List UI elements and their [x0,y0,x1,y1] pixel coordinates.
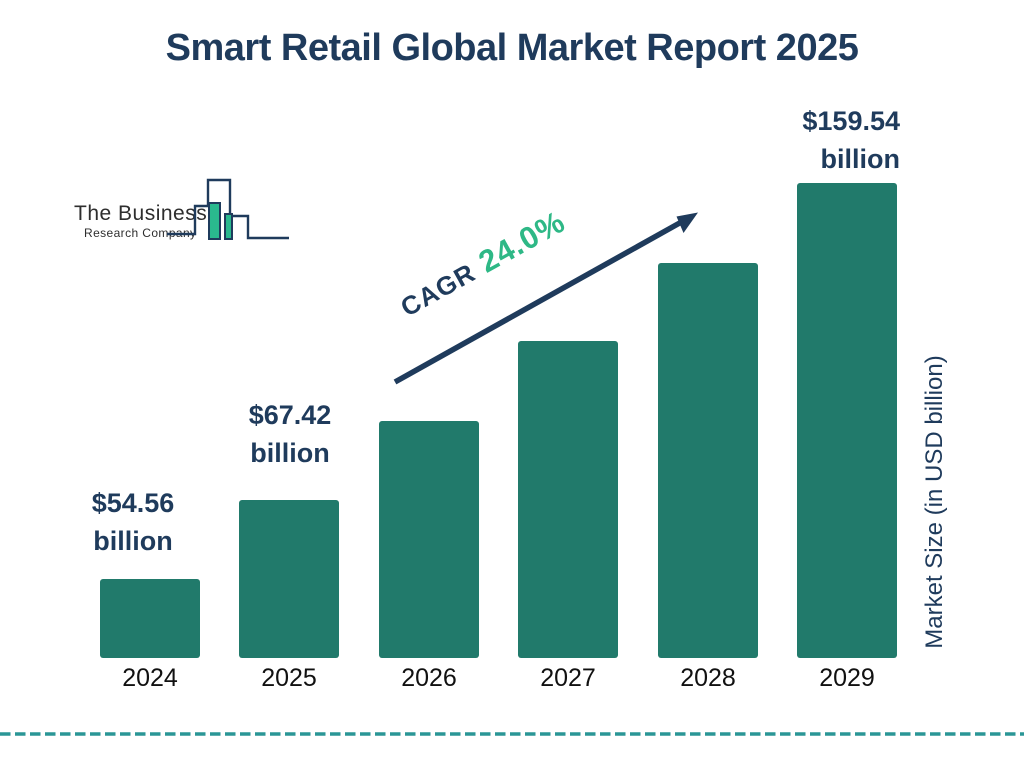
x-tick-2027: 2027 [540,664,596,692]
value-label-2029: $159.54 billion [730,102,900,178]
bar-2028 [658,263,758,658]
logo-bar-chart-icon [167,178,289,240]
value-label-2029-amount: $159.54 [802,106,900,136]
bar-2027 [518,341,618,658]
bar-2025 [239,500,339,658]
logo-text-line2: Research Company [84,226,197,240]
value-label-2024-amount: $54.56 [91,488,175,518]
x-tick-2029: 2029 [819,664,875,692]
logo-text-line1: The Business [74,202,208,225]
growth-arrow-icon [393,212,698,385]
value-label-2025: $67.42 billion [205,396,375,472]
x-tick-2025: 2025 [261,664,317,692]
bottom-dashed-divider [0,732,1024,736]
x-tick-2026: 2026 [401,664,457,692]
bar-2026 [379,421,479,658]
bar-2029 [797,183,897,658]
bar-2024 [100,579,200,658]
value-label-2024-unit: billion [93,526,173,556]
x-tick-2028: 2028 [680,664,736,692]
x-tick-2024: 2024 [122,664,178,692]
y-axis-label: Market Size (in USD billion) [921,355,948,649]
page-title: Smart Retail Global Market Report 2025 [165,27,859,69]
value-label-2029-unit: billion [820,144,900,174]
value-label-2025-unit: billion [250,438,330,468]
value-label-2024: $54.56 billion [48,484,218,560]
value-label-2025-amount: $67.42 [248,400,332,430]
